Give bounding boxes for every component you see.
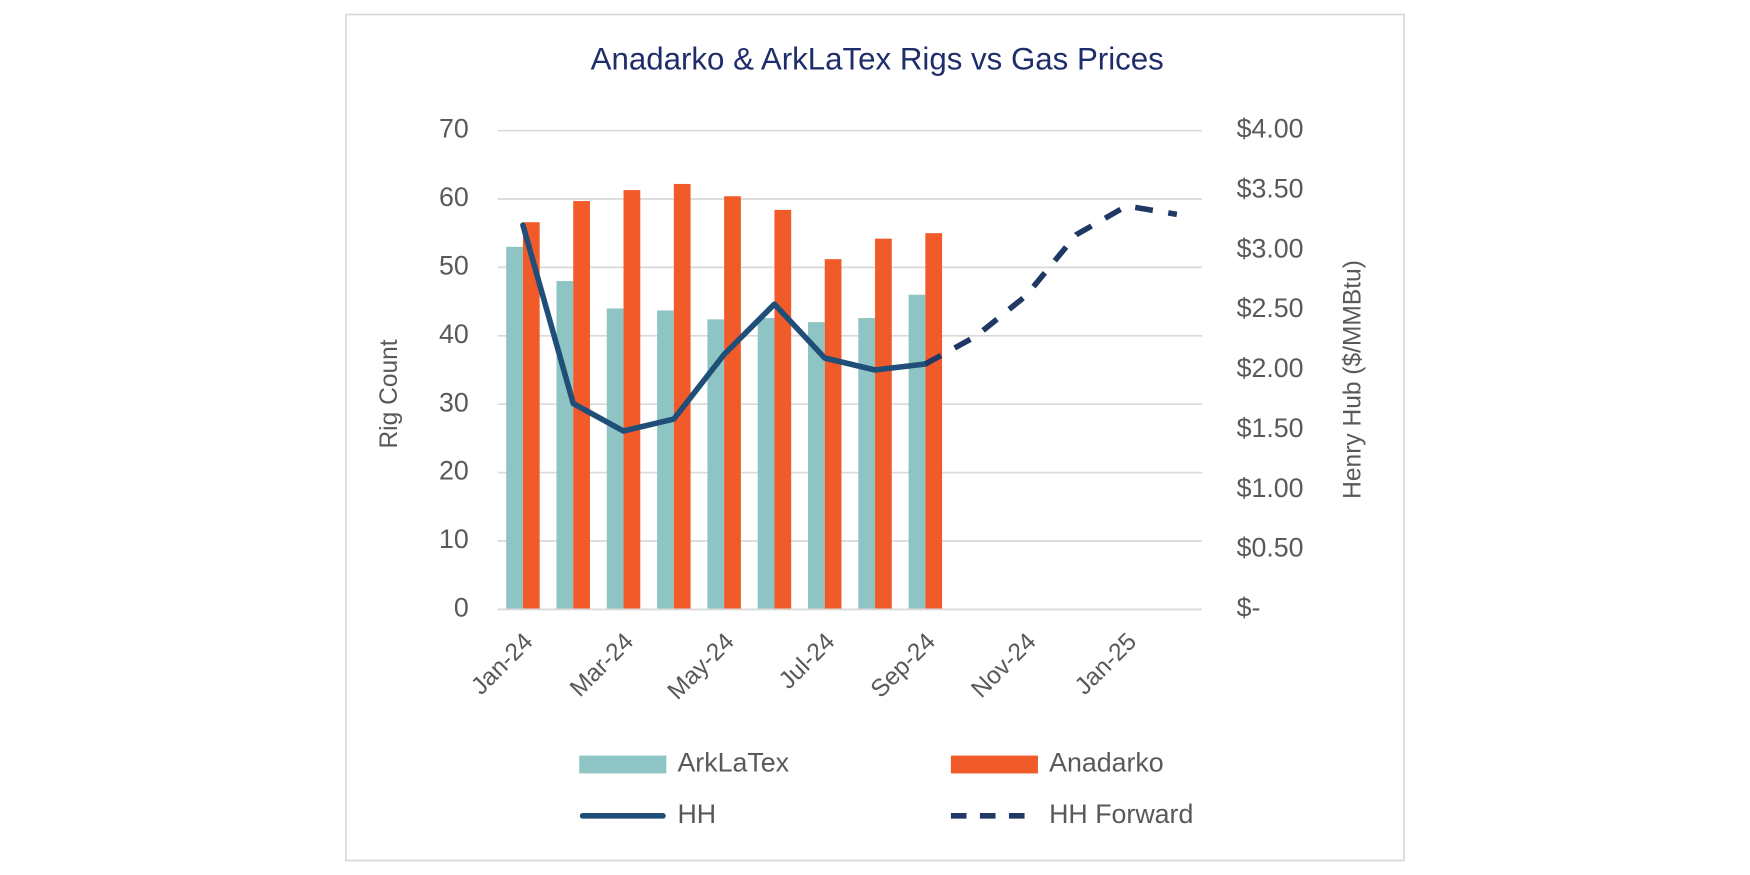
bar [657,310,674,610]
y2-tick-label: $2.00 [1237,353,1304,383]
bar [522,222,540,610]
y-tick-label: 0 [454,592,469,622]
bar [858,317,876,610]
y2-tick-label: $1.00 [1237,473,1304,503]
y2-tick-label: $3.00 [1237,233,1304,263]
bar [623,190,641,610]
bar [908,294,926,610]
bar [824,259,842,610]
y-tick-label: 60 [439,182,469,212]
y-tick-label: 40 [439,319,469,349]
y-tick-label: 10 [439,524,469,554]
legend-swatch [579,755,667,774]
bar [757,317,775,610]
y2-tick-label: $4.00 [1237,114,1304,144]
line [520,222,929,434]
legend-label: ArkLaTex [677,748,789,778]
bar [606,308,624,610]
legend-label: HH [677,799,716,829]
bar [807,322,825,610]
y2-tick-label: $- [1237,592,1261,622]
bar [925,233,943,610]
y2-tick-label: $0.50 [1237,533,1304,563]
bar [707,319,725,610]
bar [875,238,892,610]
y-tick-label: 30 [439,387,469,417]
legend-label: HH Forward [1049,799,1193,829]
legend-label: Anadarko [1049,748,1164,778]
y-tick-label: 20 [439,456,469,486]
bar [673,183,691,610]
y-tick-label: 50 [439,250,469,280]
y-axis-label: Rig Count [376,339,403,448]
y-tick-label: 70 [439,114,469,144]
bar [724,196,741,610]
line [924,203,1178,367]
legend-swatch [950,755,1038,774]
bar [774,209,792,610]
y2-axis-label: Henry Hub ($/MMBtu) [1339,260,1366,499]
chart-title: Anadarko & ArkLaTex Rigs vs Gas Prices [591,42,1164,77]
bar [556,281,574,610]
bar [506,246,523,610]
y2-tick-label: $3.50 [1237,174,1304,204]
y2-tick-label: $1.50 [1237,413,1304,443]
y2-tick-label: $2.50 [1237,293,1304,323]
